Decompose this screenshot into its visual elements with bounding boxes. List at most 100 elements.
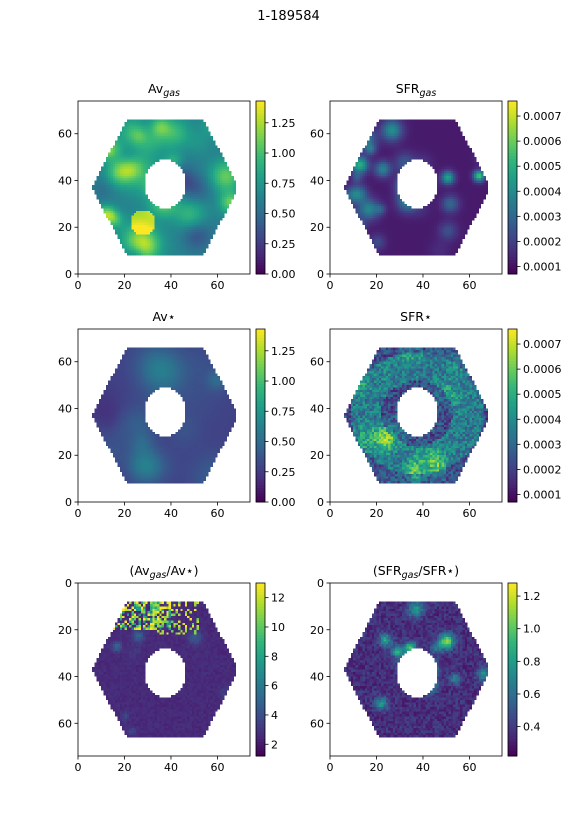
heatmap-cell xyxy=(357,168,361,172)
heatmap-cell xyxy=(138,229,141,233)
heatmap-cell xyxy=(103,210,107,214)
heatmap-cell xyxy=(457,199,461,202)
heatmap-cell xyxy=(210,208,213,212)
heatmap-cell xyxy=(124,178,127,181)
heatmap-cell xyxy=(443,215,447,219)
heatmap-cell xyxy=(166,236,169,240)
heatmap-cell xyxy=(355,180,359,183)
heatmap-cell xyxy=(203,124,206,127)
heatmap-cell xyxy=(469,180,472,183)
heatmap-cell xyxy=(108,185,111,188)
heatmap-cell xyxy=(129,241,132,244)
heatmap-cell xyxy=(157,241,160,244)
heatmap-cell xyxy=(432,220,435,223)
heatmap-cell xyxy=(210,166,213,169)
heatmap-cell xyxy=(364,180,368,183)
heatmap-cell xyxy=(115,208,118,212)
heatmap-cell xyxy=(357,180,361,183)
heatmap-cell xyxy=(215,175,218,179)
heatmap-cell xyxy=(154,152,158,155)
heatmap-cell xyxy=(376,150,379,153)
heatmap-cell xyxy=(392,206,396,209)
heatmap-cell xyxy=(140,122,144,125)
heatmap-cell xyxy=(385,210,389,214)
heatmap-cell xyxy=(98,171,102,174)
heatmap-cell xyxy=(145,234,148,237)
heatmap-cell xyxy=(191,227,195,230)
heatmap-cell xyxy=(189,157,193,160)
heatmap-cell xyxy=(140,147,144,151)
heatmap-cell xyxy=(392,199,396,202)
heatmap-cell xyxy=(108,189,111,193)
heatmap-cell xyxy=(462,175,465,179)
heatmap-cell xyxy=(388,136,391,139)
heatmap-cell xyxy=(143,208,146,212)
heatmap-cell xyxy=(215,164,218,167)
heatmap-cell xyxy=(450,178,454,181)
heatmap-cell xyxy=(441,126,445,130)
heatmap-cell xyxy=(133,199,137,202)
heatmap-cell xyxy=(392,131,396,134)
heatmap-cell xyxy=(436,164,440,167)
heatmap-cell xyxy=(443,187,447,190)
heatmap-cell xyxy=(182,133,186,137)
heatmap-cell xyxy=(191,138,195,141)
heatmap-cell xyxy=(203,185,206,188)
heatmap-cell xyxy=(129,168,132,172)
heatmap-cell xyxy=(374,196,377,200)
heatmap-cell xyxy=(124,161,127,165)
heatmap-cell xyxy=(481,175,484,179)
heatmap-cell xyxy=(189,199,193,202)
heatmap-cell xyxy=(210,138,213,141)
heatmap-cell xyxy=(136,164,139,167)
heatmap-cell xyxy=(194,196,197,200)
heatmap-cell xyxy=(385,208,389,212)
heatmap-cell xyxy=(455,189,458,193)
heatmap-cell xyxy=(187,199,190,202)
heatmap-cell xyxy=(215,189,218,193)
heatmap-cell xyxy=(124,133,127,137)
heatmap-cell xyxy=(177,224,181,228)
heatmap-cell xyxy=(446,231,449,235)
heatmap-cell xyxy=(170,150,174,153)
heatmap-cell xyxy=(184,166,188,169)
heatmap-cell xyxy=(143,131,146,134)
heatmap-cell xyxy=(105,161,109,165)
heatmap-cell xyxy=(422,227,426,230)
heatmap-cell xyxy=(409,124,412,127)
heatmap-cell xyxy=(194,175,197,179)
heatmap-cell xyxy=(367,143,370,146)
heatmap-cell xyxy=(371,227,375,230)
heatmap-cell xyxy=(108,168,111,172)
heatmap-cell xyxy=(427,231,431,235)
heatmap-cell xyxy=(350,187,354,190)
heatmap-cell xyxy=(476,175,479,179)
heatmap-cell xyxy=(457,227,461,230)
heatmap-cell xyxy=(224,196,227,200)
heatmap-cell xyxy=(402,164,405,167)
heatmap-cell xyxy=(432,231,435,235)
heatmap-cell xyxy=(397,248,400,251)
heatmap-cell xyxy=(399,241,403,244)
heatmap-cell xyxy=(203,164,206,167)
heatmap-cell xyxy=(140,220,144,223)
heatmap-cell xyxy=(129,222,132,226)
heatmap-cell xyxy=(115,175,118,179)
heatmap-cell xyxy=(446,208,449,212)
heatmap-cell xyxy=(138,210,141,214)
heatmap-cell xyxy=(117,215,120,219)
heatmap-cell xyxy=(439,157,442,160)
heatmap-cell xyxy=(126,189,130,193)
heatmap-cell xyxy=(397,210,400,214)
heatmap-cell xyxy=(203,210,206,214)
heatmap-cell xyxy=(119,157,123,160)
heatmap-cell xyxy=(184,234,188,237)
heatmap-cell xyxy=(205,222,209,226)
heatmap-cell xyxy=(427,119,431,123)
heatmap-cell xyxy=(187,133,190,137)
heatmap-cell xyxy=(422,147,426,151)
heatmap-cell xyxy=(392,185,396,188)
heatmap-cell xyxy=(455,220,458,223)
heatmap-cell xyxy=(143,159,146,162)
heatmap-cell xyxy=(429,210,433,214)
